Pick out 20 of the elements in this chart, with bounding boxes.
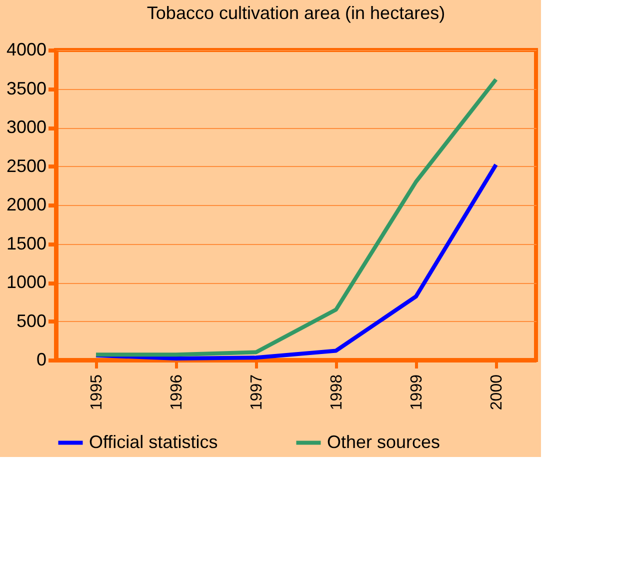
y-tick-label: 1000	[6, 272, 46, 292]
line-series	[94, 77, 498, 357]
y-tick-label: 2500	[6, 156, 46, 176]
y-tick-label: 3500	[6, 78, 46, 98]
legend-label: Other sources	[327, 432, 440, 452]
y-tick-label: 4000	[6, 40, 46, 60]
line-series	[94, 162, 498, 360]
legend-label: Official statistics	[89, 432, 218, 452]
y-tick-label: 2000	[6, 194, 46, 214]
y-tick-label: 500	[16, 310, 46, 331]
x-tick-label: 1995	[88, 374, 106, 410]
chart-title: Tobacco cultivation area (in hectares)	[146, 3, 446, 23]
y-tick-label: 1500	[6, 233, 46, 254]
x-tick-label: 1996	[168, 374, 186, 410]
x-tick-label: 1997	[248, 374, 266, 410]
x-tick-label: 2000	[488, 374, 506, 410]
x-tick-label: 1998	[328, 374, 346, 410]
y-tick-label: 0	[36, 350, 46, 370]
x-tick-label: 1999	[408, 374, 426, 410]
y-tick-label: 3000	[6, 117, 46, 137]
